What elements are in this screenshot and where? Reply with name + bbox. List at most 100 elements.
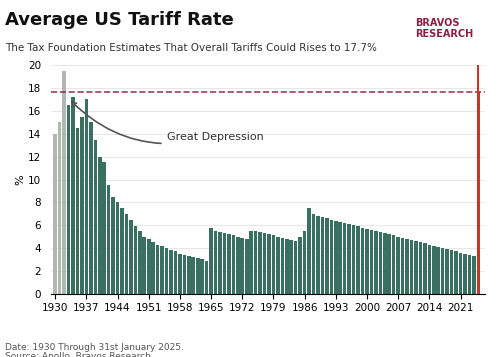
Bar bbox=[258, 232, 262, 294]
Text: The Tax Foundation Estimates That Overall Tariffs Could Rises to 17.7%: The Tax Foundation Estimates That Overal… bbox=[5, 43, 377, 53]
Bar bbox=[378, 232, 382, 294]
Bar bbox=[120, 208, 124, 294]
Bar bbox=[84, 99, 88, 294]
Bar bbox=[71, 97, 75, 294]
Bar bbox=[343, 223, 346, 294]
Bar bbox=[303, 231, 306, 294]
Bar bbox=[187, 256, 190, 294]
Bar bbox=[285, 239, 288, 294]
Bar bbox=[245, 239, 248, 294]
Y-axis label: %: % bbox=[15, 174, 25, 185]
Bar bbox=[476, 92, 480, 294]
Bar bbox=[267, 234, 271, 294]
Bar bbox=[89, 122, 92, 294]
Bar bbox=[330, 220, 333, 294]
Bar bbox=[222, 233, 226, 294]
Bar bbox=[80, 117, 84, 294]
Bar bbox=[370, 230, 373, 294]
Bar bbox=[338, 222, 342, 294]
Bar bbox=[54, 134, 57, 294]
Bar bbox=[308, 208, 311, 294]
Bar bbox=[320, 217, 324, 294]
Bar bbox=[446, 249, 449, 294]
Bar bbox=[334, 221, 338, 294]
Bar bbox=[112, 197, 115, 294]
Bar bbox=[468, 255, 471, 294]
Bar bbox=[280, 238, 284, 294]
Bar bbox=[414, 241, 418, 294]
Bar bbox=[236, 237, 240, 294]
Bar bbox=[124, 214, 128, 294]
Bar bbox=[312, 214, 316, 294]
Bar bbox=[348, 224, 351, 294]
Text: Great Depression: Great Depression bbox=[72, 102, 264, 144]
Bar bbox=[254, 231, 258, 294]
Bar bbox=[441, 248, 444, 294]
Bar bbox=[116, 202, 119, 294]
Bar bbox=[316, 216, 320, 294]
Bar bbox=[454, 251, 458, 294]
Bar bbox=[160, 246, 164, 294]
Bar bbox=[94, 140, 97, 294]
Bar bbox=[178, 254, 182, 294]
Bar bbox=[298, 237, 302, 294]
Bar bbox=[356, 226, 360, 294]
Bar bbox=[62, 71, 66, 294]
Bar bbox=[290, 240, 293, 294]
Bar bbox=[392, 236, 396, 294]
Bar bbox=[134, 226, 137, 294]
Bar bbox=[240, 238, 244, 294]
Bar bbox=[107, 185, 110, 294]
Bar bbox=[152, 242, 155, 294]
Bar bbox=[182, 255, 186, 294]
Bar bbox=[450, 250, 454, 294]
Bar bbox=[227, 234, 230, 294]
Bar bbox=[165, 248, 168, 294]
Bar bbox=[401, 238, 404, 294]
Bar bbox=[410, 240, 414, 294]
Bar bbox=[142, 237, 146, 294]
Bar bbox=[210, 227, 213, 294]
Bar bbox=[472, 256, 476, 294]
Text: BRAVOS
RESEARCH: BRAVOS RESEARCH bbox=[415, 18, 473, 40]
Bar bbox=[196, 258, 200, 294]
Text: Date: 1930 Through 31st January 2025.: Date: 1930 Through 31st January 2025. bbox=[5, 343, 184, 352]
Bar bbox=[463, 254, 466, 294]
Bar bbox=[458, 253, 462, 294]
Bar bbox=[214, 231, 218, 294]
Bar bbox=[428, 245, 431, 294]
Bar bbox=[365, 228, 369, 294]
Bar bbox=[436, 247, 440, 294]
Bar bbox=[232, 236, 235, 294]
Bar bbox=[432, 246, 436, 294]
Bar bbox=[98, 157, 102, 294]
Bar bbox=[76, 128, 80, 294]
Bar bbox=[102, 162, 106, 294]
Bar bbox=[138, 231, 141, 294]
Text: Average US Tariff Rate: Average US Tariff Rate bbox=[5, 11, 234, 29]
Bar bbox=[360, 227, 364, 294]
Bar bbox=[174, 251, 177, 294]
Bar bbox=[58, 122, 61, 294]
Text: Source: Apollo, Bravos Research.: Source: Apollo, Bravos Research. bbox=[5, 352, 154, 357]
Bar bbox=[423, 243, 426, 294]
Bar bbox=[200, 260, 204, 294]
Bar bbox=[205, 261, 208, 294]
Bar bbox=[388, 234, 391, 294]
Bar bbox=[218, 232, 222, 294]
Bar bbox=[147, 239, 150, 294]
Bar bbox=[169, 250, 173, 294]
Bar bbox=[250, 231, 253, 294]
Bar bbox=[192, 257, 195, 294]
Bar bbox=[276, 237, 280, 294]
Bar bbox=[129, 220, 132, 294]
Bar bbox=[325, 218, 328, 294]
Bar bbox=[156, 245, 160, 294]
Bar bbox=[418, 242, 422, 294]
Bar bbox=[294, 241, 298, 294]
Bar bbox=[263, 233, 266, 294]
Bar bbox=[67, 105, 70, 294]
Bar bbox=[396, 237, 400, 294]
Bar bbox=[406, 239, 409, 294]
Bar bbox=[352, 225, 356, 294]
